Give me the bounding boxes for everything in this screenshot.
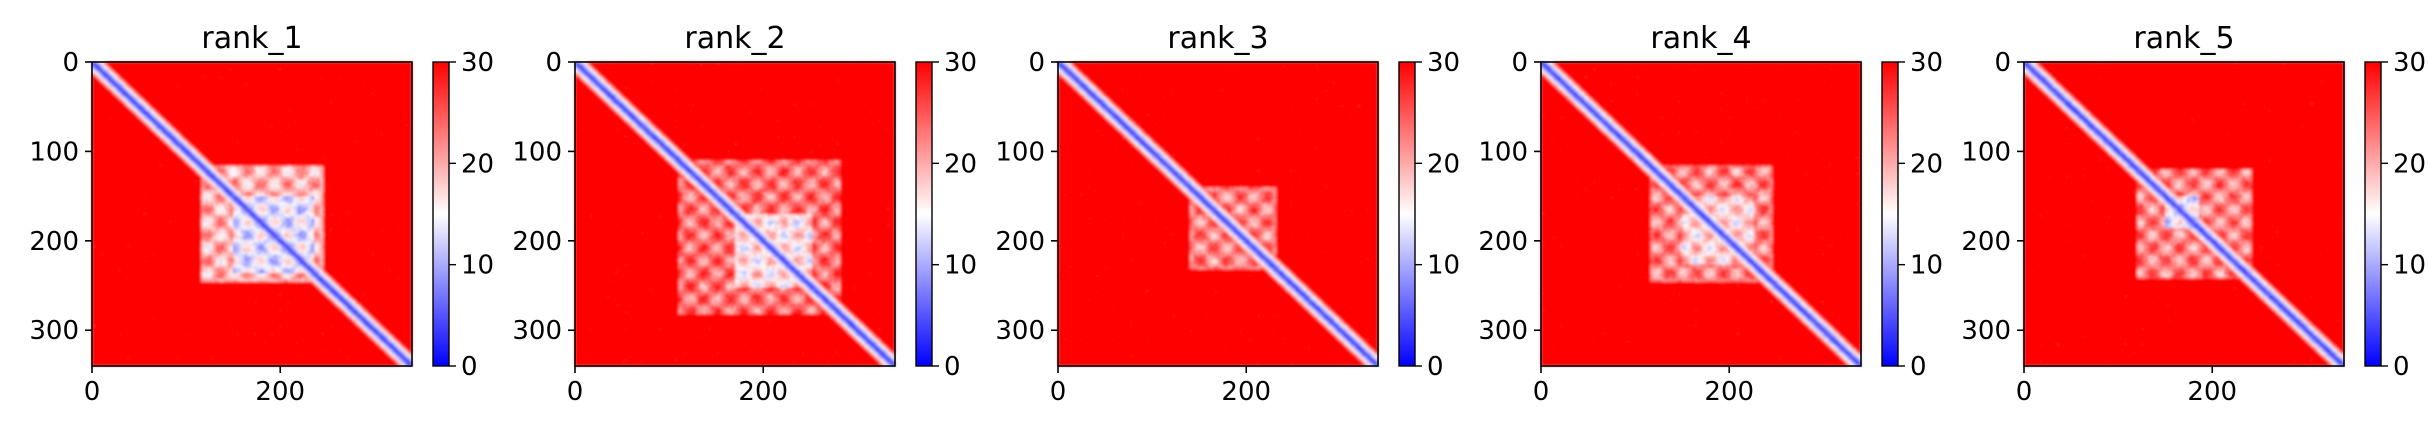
colorbar-tick-label: 10 [1427,251,1460,281]
x-tick-label: 200 [1221,377,1271,407]
colorbar [1398,61,1416,367]
y-tick-label: 300 [1478,316,1528,346]
y-tick-label: 100 [1478,137,1528,167]
x-tick-label: 0 [84,377,101,407]
y-tick-label: 300 [512,316,562,346]
colorbar-tick-label: 0 [461,352,478,382]
panel-4: rank_4 0 200 0 100 200 300 0 10 20 30 [1478,21,1943,407]
y-tick-label: 0 [545,48,562,78]
y-tick-label: 300 [1961,316,2011,346]
colorbar-tick-label: 30 [944,48,977,78]
colorbar-tick-label: 0 [944,352,961,382]
axes-frame [1540,61,1862,367]
colorbar-tick-label: 0 [1427,352,1444,382]
y-tick-label: 200 [512,227,562,257]
axes-frame [1057,61,1379,367]
colorbar-tick-label: 20 [1427,149,1460,179]
y-tick-label: 200 [29,227,79,257]
heatmap-image [1541,62,1861,366]
colorbar-tick-label: 20 [1910,149,1943,179]
colorbar-tick-label: 30 [1910,48,1943,78]
chart-title: rank_5 [2133,21,2234,56]
colorbar-tick-label: 20 [2393,149,2426,179]
panel-1: rank_1 0 200 0 100 200 300 0 10 20 30 [29,21,494,407]
colorbar-tick-label: 10 [944,251,977,281]
y-tick-label: 100 [995,137,1045,167]
x-tick-label: 0 [2016,377,2033,407]
colorbar-tick-label: 10 [461,251,494,281]
heatmap-image [92,62,412,366]
y-tick-label: 0 [1994,48,2011,78]
axes-frame [91,61,413,367]
axes-frame [574,61,896,367]
colorbar [1881,61,1899,367]
heatmap-image [2024,62,2344,366]
y-tick-label: 200 [1961,227,2011,257]
x-tick-label: 200 [255,377,305,407]
x-tick-label: 200 [2187,377,2237,407]
y-tick-label: 200 [1478,227,1528,257]
colorbar-tick-label: 30 [461,48,494,78]
colorbar-tick-label: 10 [2393,251,2426,281]
colorbar-tick-label: 30 [2393,48,2426,78]
x-tick-label: 200 [1704,377,1754,407]
x-tick-label: 0 [567,377,584,407]
chart-title: rank_3 [1167,21,1268,56]
heatmap-image [1058,62,1378,366]
axes-frame [2023,61,2345,367]
heatmap-image [575,62,895,366]
y-tick-label: 0 [62,48,79,78]
x-tick-label: 0 [1050,377,1067,407]
y-tick-label: 0 [1028,48,1045,78]
panel-2: rank_2 0 200 0 100 200 300 0 10 20 30 [512,21,977,407]
y-tick-label: 0 [1511,48,1528,78]
colorbar-tick-label: 20 [944,149,977,179]
panel-5: rank_5 0 200 0 100 200 300 0 10 20 30 [1961,21,2426,407]
x-tick-label: 200 [738,377,788,407]
y-tick-label: 200 [995,227,1045,257]
colorbar-tick-label: 20 [461,149,494,179]
colorbar [432,61,450,367]
colorbar-tick-label: 10 [1910,251,1943,281]
colorbar [915,61,933,367]
y-tick-label: 100 [512,137,562,167]
y-tick-label: 100 [1961,137,2011,167]
panel-3: rank_3 0 200 0 100 200 300 0 10 20 30 [995,21,1460,407]
colorbar-tick-label: 0 [1910,352,1927,382]
colorbar [2364,61,2382,367]
y-tick-label: 100 [29,137,79,167]
colorbar-tick-label: 30 [1427,48,1460,78]
chart-title: rank_1 [201,21,302,56]
y-tick-label: 300 [995,316,1045,346]
chart-title: rank_2 [684,21,785,56]
chart-title: rank_4 [1650,21,1751,56]
colorbar-tick-label: 0 [2393,352,2410,382]
x-tick-label: 0 [1533,377,1550,407]
y-tick-label: 300 [29,316,79,346]
